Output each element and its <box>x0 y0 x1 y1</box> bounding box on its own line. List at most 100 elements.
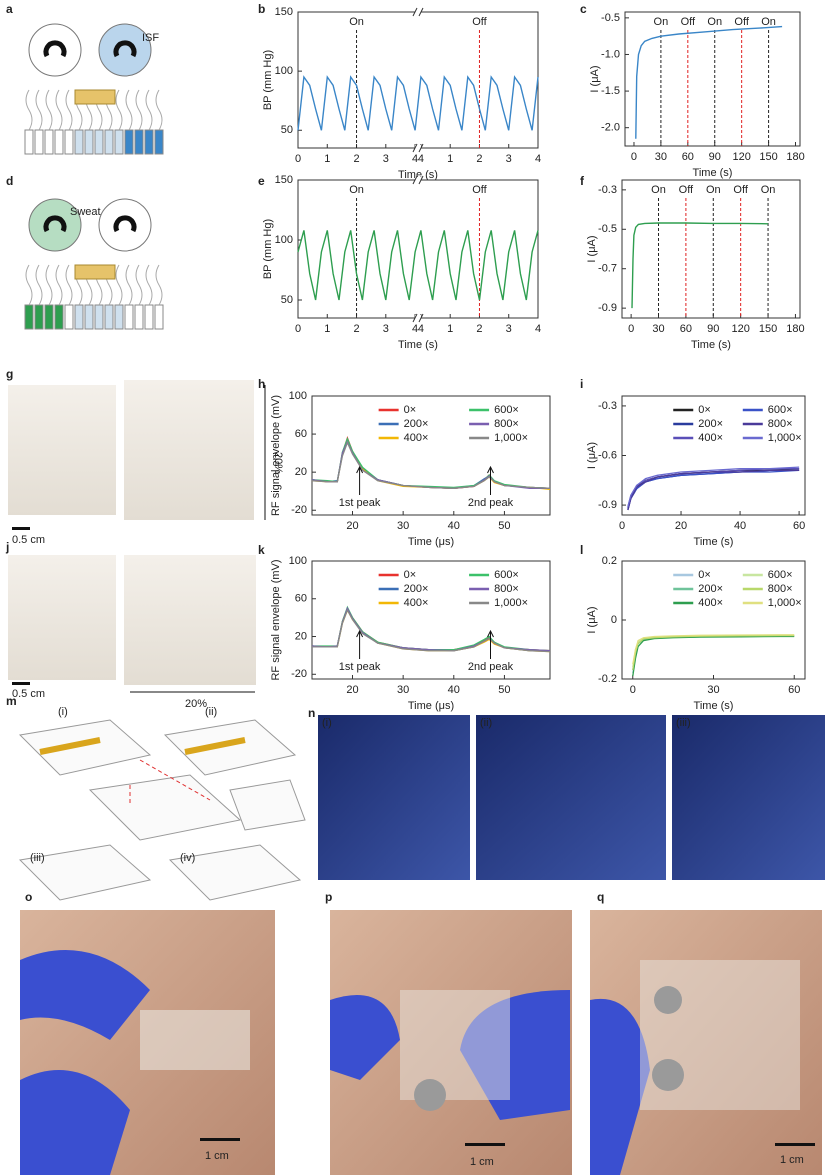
legend-label: 600× <box>768 404 793 416</box>
y-tick-label: 0 <box>611 614 617 626</box>
event-label: Off <box>681 16 696 28</box>
x-tick-label: 60 <box>680 323 692 335</box>
contact-pad <box>24 129 34 155</box>
y-tick-label: -1.0 <box>601 48 620 60</box>
peak-label: 1st peak <box>339 661 381 673</box>
x-axis-label: Time (μs) <box>408 536 454 548</box>
legend-label: 600× <box>494 569 519 581</box>
plot-frame <box>621 179 801 319</box>
y-tick-label: 60 <box>295 428 307 440</box>
x-axis-label: Time (μs) <box>408 700 454 712</box>
peak-arrow <box>356 465 364 495</box>
peak-label: 2nd peak <box>468 661 514 673</box>
contact-pad <box>124 129 134 155</box>
legend-label: 400× <box>698 597 723 609</box>
annotation: (iv) <box>180 852 195 864</box>
x-tick-label: 1 <box>324 153 330 165</box>
event-label: On <box>706 184 721 196</box>
data-line <box>632 635 795 677</box>
interconnect <box>135 264 143 306</box>
interconnect <box>125 264 133 306</box>
panel-label: k <box>258 543 265 557</box>
x-tick-label: 20 <box>346 684 358 696</box>
contact-pad <box>84 304 94 330</box>
glove <box>590 998 650 1175</box>
x-tick-label: 1 <box>324 323 330 335</box>
annotation: 1 cm <box>205 1150 229 1162</box>
y-axis-label: I (μA) <box>586 235 598 262</box>
electrode-pad <box>98 23 152 77</box>
axis-break-gap <box>415 177 421 183</box>
data-line <box>632 634 795 671</box>
x-tick-label: 30 <box>397 684 409 696</box>
scale-bar <box>775 1143 815 1146</box>
event-label: Off <box>679 184 694 196</box>
chart: 20 30 40 50 -20 20 60 100 Time (μs) RF signal env… <box>270 555 551 712</box>
panel-label: b <box>258 2 265 16</box>
photo <box>672 715 825 880</box>
data-line <box>312 608 551 653</box>
scale-bar <box>465 1143 505 1146</box>
panel-label: f <box>580 174 585 188</box>
legend-label: 0× <box>698 569 711 581</box>
contact-pad <box>144 129 154 155</box>
layer <box>18 719 152 776</box>
data-line <box>311 606 551 652</box>
peak-label: 2nd peak <box>468 497 514 509</box>
annotation: Sweat <box>70 206 101 218</box>
event-label: On <box>349 184 364 196</box>
glove <box>330 995 400 1080</box>
electrode <box>113 40 137 58</box>
chart: 20 30 40 50 -20 20 60 100 Time (μs) RF signal env… <box>270 390 551 548</box>
panel-label: j <box>5 540 9 554</box>
contact-pad <box>34 304 44 330</box>
x-tick-label: 90 <box>709 151 721 163</box>
data-line <box>632 634 795 665</box>
legend-label: 400× <box>404 432 429 444</box>
x-tick-label: 40 <box>448 520 460 532</box>
electrode <box>43 40 67 58</box>
interconnect <box>65 89 73 131</box>
data-line <box>627 468 800 507</box>
data-line <box>627 468 800 509</box>
data-line <box>632 635 795 674</box>
panel-label: m <box>6 694 17 708</box>
y-tick-label: -20 <box>291 504 307 516</box>
interconnect <box>155 264 163 306</box>
patch <box>140 1010 250 1070</box>
x-tick-label: 0 <box>619 520 625 532</box>
y-tick-label: 100 <box>275 65 293 77</box>
axis-break-gap <box>415 315 421 321</box>
interconnect <box>45 264 53 306</box>
contact-pad <box>104 129 114 155</box>
data-line <box>627 466 800 507</box>
annotation: (ii) <box>205 706 217 718</box>
electrode <box>414 1079 446 1111</box>
photo <box>124 380 254 520</box>
y-axis-label: BP (mm Hg) <box>262 50 274 110</box>
panel-label: o <box>25 890 32 904</box>
legend-label: 800× <box>768 583 793 595</box>
photo <box>8 555 116 680</box>
guide <box>129 759 211 805</box>
annotation: 0.5 cm <box>12 688 45 700</box>
event-label: Off <box>733 184 748 196</box>
annotation: 1 cm <box>470 1156 494 1168</box>
scale-bar <box>12 682 30 685</box>
x-tick-label: 20 <box>346 520 358 532</box>
event-label: On <box>651 184 666 196</box>
electrode-pad <box>28 23 82 77</box>
x-tick-label: 90 <box>707 323 719 335</box>
chart: 0 30 60 90 120 150 180 -2.0 -1.5 -1.0 -0.5 Time (s)… <box>589 11 805 179</box>
x-tick-label: 60 <box>682 151 694 163</box>
interconnect <box>55 89 63 131</box>
data-line <box>632 634 795 668</box>
data-line <box>297 75 539 131</box>
peak-arrow <box>356 629 364 659</box>
peak-label: 1st peak <box>339 497 381 509</box>
electrode <box>654 986 682 1014</box>
y-tick-label: 50 <box>281 294 293 306</box>
panel-label: g <box>6 367 13 381</box>
contact-pad <box>154 129 164 155</box>
contact-pad <box>74 304 84 330</box>
